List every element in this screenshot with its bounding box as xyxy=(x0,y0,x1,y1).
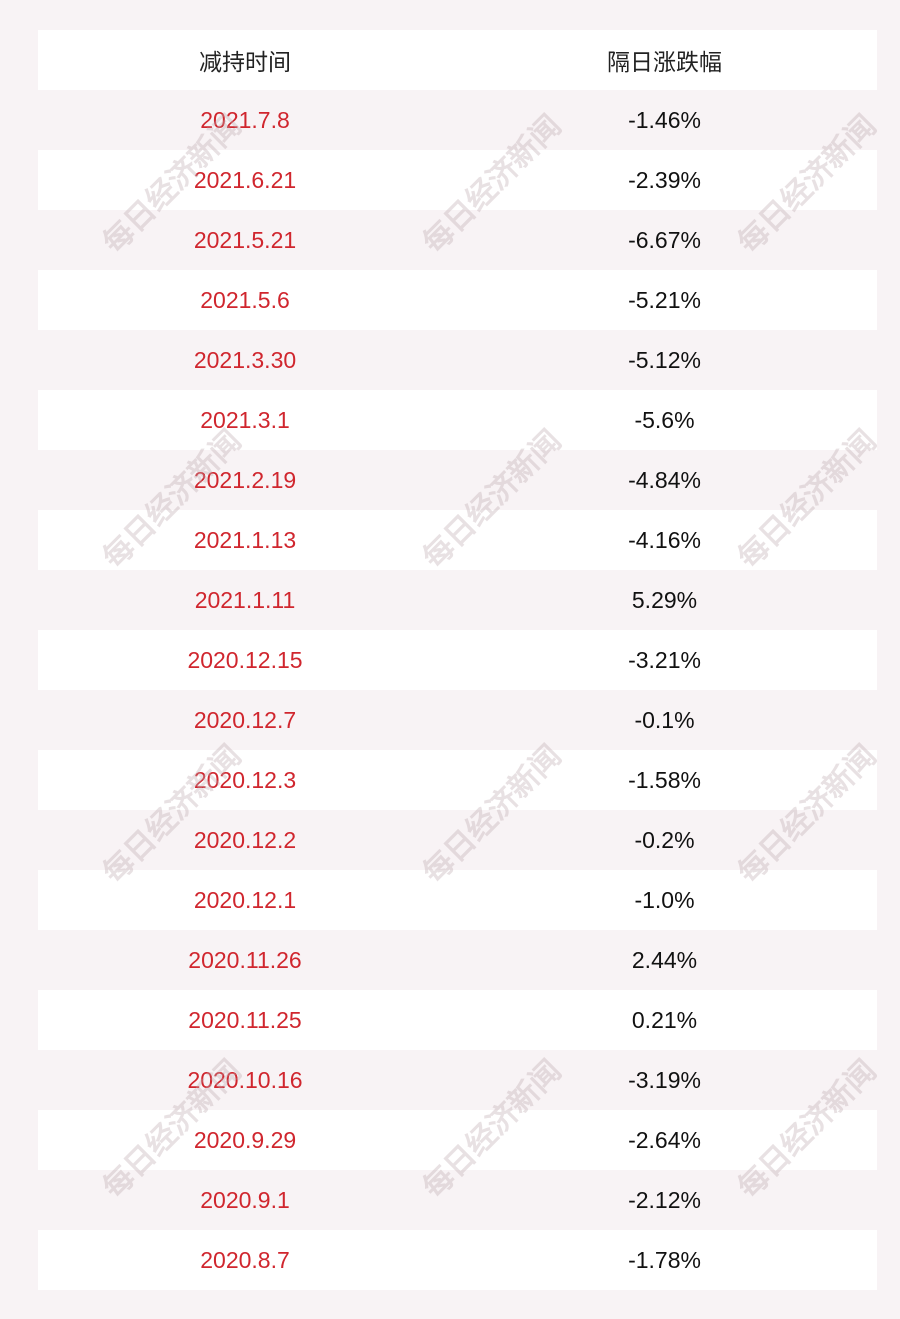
date-cell: 2020.12.3 xyxy=(193,766,297,793)
change-cell: -2.12% xyxy=(628,1186,701,1213)
date-cell: 2020.12.7 xyxy=(193,706,297,733)
table-row: 2021.1.11 5.29% xyxy=(38,570,877,630)
change-cell: -1.0% xyxy=(634,886,695,913)
date-cell: 2020.11.26 xyxy=(188,946,302,973)
date-cell: 2021.3.1 xyxy=(200,406,290,433)
table-row: 2021.5.6 -5.21% xyxy=(38,270,877,330)
date-cell: 2021.1.13 xyxy=(193,526,297,553)
table-row: 2020.12.3 -1.58% xyxy=(38,750,877,810)
change-cell: -3.21% xyxy=(628,646,701,673)
date-cell: 2021.5.21 xyxy=(193,226,297,253)
change-cell: -2.39% xyxy=(628,166,701,193)
table-row: 2021.7.8 -1.46% xyxy=(38,90,877,150)
change-cell: -1.58% xyxy=(628,766,701,793)
change-cell: -6.67% xyxy=(628,226,701,253)
header-row: 减持时间 隔日涨跌幅 xyxy=(38,30,877,90)
change-cell: -0.2% xyxy=(634,826,695,853)
table-row: 2020.11.26 2.44% xyxy=(38,930,877,990)
change-cell: -5.6% xyxy=(634,406,695,433)
table-row: 2020.12.2 -0.2% xyxy=(38,810,877,870)
table-row: 2021.1.13 -4.16% xyxy=(38,510,877,570)
change-cell: -4.16% xyxy=(628,526,701,553)
table-row: 2021.2.19 -4.84% xyxy=(38,450,877,510)
table-row: 2021.3.1 -5.6% xyxy=(38,390,877,450)
header-cell: 减持时间 xyxy=(199,49,291,75)
date-cell: 2020.12.2 xyxy=(193,826,297,853)
table-row: 2020.8.7 -1.78% xyxy=(38,1230,877,1290)
change-cell: 5.29% xyxy=(631,586,698,613)
date-cell: 2020.9.29 xyxy=(193,1126,297,1153)
date-cell: 2021.6.21 xyxy=(193,166,297,193)
header-cell: 隔日涨跌幅 xyxy=(607,49,722,75)
table: 减持时间 隔日涨跌幅 2021.7.8 -1.46% 2021.6.21 -2.39%… xyxy=(38,30,877,1290)
table-row: 2020.12.15 -3.21% xyxy=(38,630,877,690)
table-row: 2021.5.21 -6.67% xyxy=(38,210,877,270)
change-cell: -1.46% xyxy=(628,106,701,133)
date-cell: 2021.7.8 xyxy=(200,106,290,133)
change-cell: -4.84% xyxy=(628,466,701,493)
table-row: 2020.9.29 -2.64% xyxy=(38,1110,877,1170)
table-row: 2021.3.30 -5.12% xyxy=(38,330,877,390)
change-cell: -1.78% xyxy=(628,1246,701,1273)
table-row: 2020.12.7 -0.1% xyxy=(38,690,877,750)
date-cell: 2020.11.25 xyxy=(188,1006,302,1033)
change-cell: -2.64% xyxy=(628,1126,701,1153)
date-cell: 2021.2.19 xyxy=(193,466,297,493)
date-cell: 2020.10.16 xyxy=(187,1066,303,1093)
table-row: 2020.10.16 -3.19% xyxy=(38,1050,877,1110)
date-cell: 2020.12.1 xyxy=(193,886,297,913)
date-cell: 2021.5.6 xyxy=(200,286,290,313)
date-cell: 2020.12.15 xyxy=(187,646,303,673)
table-row: 2020.11.25 0.21% xyxy=(38,990,877,1050)
date-cell: 2020.9.1 xyxy=(200,1186,290,1213)
change-cell: 2.44% xyxy=(631,946,698,973)
change-cell: 0.21% xyxy=(631,1006,698,1033)
table-row: 2020.12.1 -1.0% xyxy=(38,870,877,930)
table-row: 2020.9.1 -2.12% xyxy=(38,1170,877,1230)
table-row: 2021.6.21 -2.39% xyxy=(38,150,877,210)
change-cell: -3.19% xyxy=(628,1066,701,1093)
date-cell: 2021.3.30 xyxy=(193,346,297,373)
change-cell: -5.21% xyxy=(628,286,701,313)
date-cell: 2021.1.11 xyxy=(194,586,296,613)
change-cell: -5.12% xyxy=(628,346,701,373)
date-cell: 2020.8.7 xyxy=(200,1246,290,1273)
change-cell: -0.1% xyxy=(634,706,695,733)
